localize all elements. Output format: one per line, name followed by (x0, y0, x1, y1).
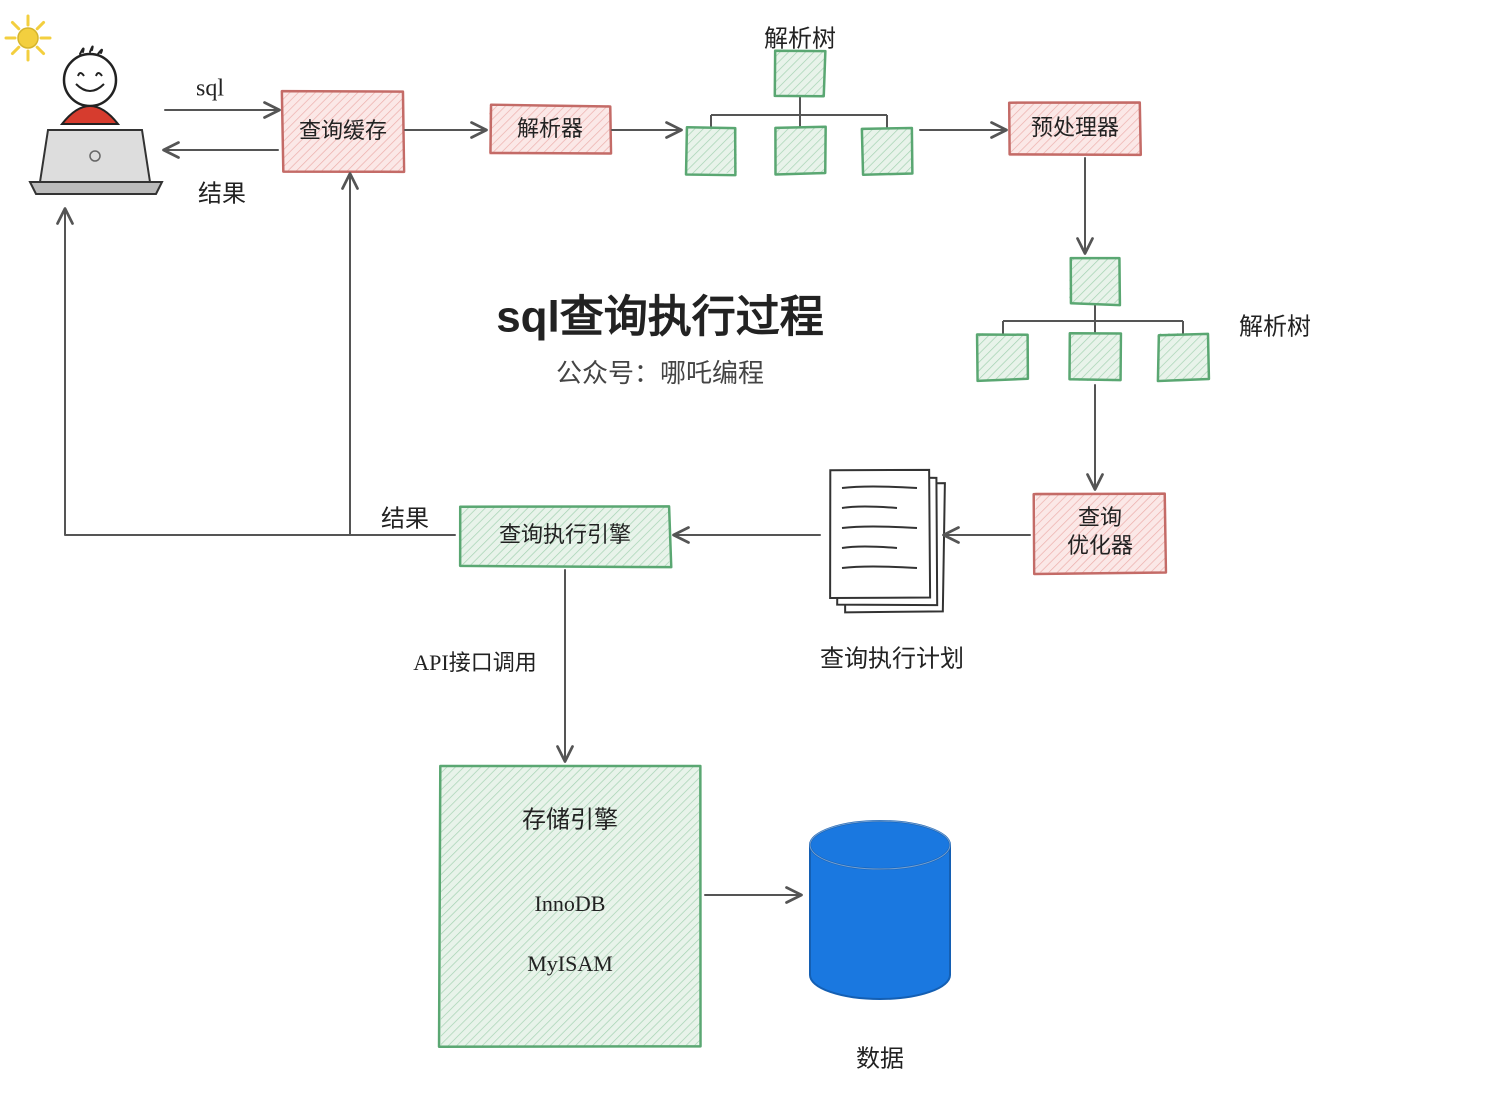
parse-tree-2-kid-1 (1069, 333, 1121, 381)
query-plan-label: 查询执行计划 (820, 645, 964, 672)
engine-to-cache (350, 175, 455, 535)
api-label: API接口调用 (413, 650, 536, 675)
engine-to-user (65, 210, 350, 535)
query-cache-label: 查询缓存 (299, 118, 387, 143)
parse-tree-2 (1003, 304, 1183, 334)
parse-tree-1-kid-2 (861, 127, 913, 175)
parse-tree-1-kid-0 (685, 127, 737, 175)
query-plan-icon (830, 470, 945, 612)
parse-tree-1 (711, 96, 887, 128)
diagram-canvas: 查询缓存 解析器 预处理器查询优化器 查询执行引擎存储引擎 InnoDB MyISAM 解析… (0, 0, 1489, 1120)
parse-tree-2-root (1069, 257, 1121, 305)
preprocessor-label: 预处理器 (1031, 115, 1119, 140)
parser-label: 解析器 (517, 116, 583, 141)
user-icon (6, 16, 162, 194)
optimizer-label2: 优化器 (1067, 533, 1133, 558)
parse-tree-1-root (774, 49, 825, 97)
database-label: 数据 (856, 1045, 904, 1072)
parse-tree-2-kid-2 (1157, 333, 1209, 381)
result-label-1: 结果 (198, 180, 246, 207)
exec-engine-label: 查询执行引擎 (499, 522, 631, 547)
diagram-subtitle: 公众号：哪吒编程 (556, 358, 764, 388)
storage-myisam: MyISAM (527, 951, 613, 976)
database-icon (810, 821, 950, 999)
parse-tree-1-label: 解析树 (764, 25, 836, 52)
diagram-title: sql查询执行过程 (496, 293, 824, 342)
parse-tree-2-kid-0 (977, 333, 1029, 381)
storage-innodb: InnoDB (535, 891, 606, 916)
parse-tree-2-label: 解析树 (1239, 313, 1311, 340)
optimizer-label1: 查询 (1078, 505, 1122, 530)
parse-tree-1-kid-1 (774, 127, 826, 175)
sql-label: sql (196, 76, 224, 102)
result-label-2: 结果 (381, 505, 429, 532)
storage-title: 存储引擎 (522, 806, 618, 833)
